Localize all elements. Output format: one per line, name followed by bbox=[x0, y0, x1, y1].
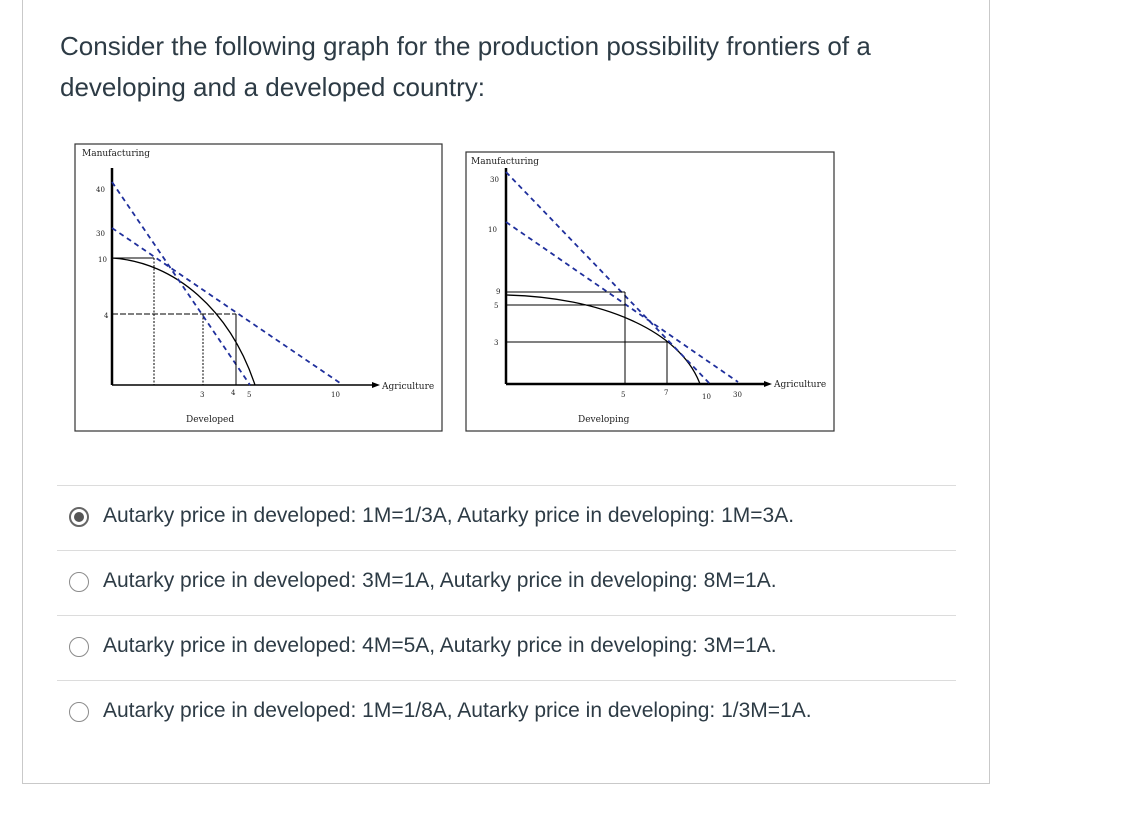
developed-price-line-steep bbox=[111, 181, 251, 386]
developing-ppf-curve bbox=[505, 294, 701, 385]
developing-panel: Manufacturing Agriculture 30 10 9 5 3 5 … bbox=[465, 151, 835, 432]
developed-x-tick: 5 bbox=[247, 391, 251, 399]
developed-y-tick: 4 bbox=[104, 312, 109, 320]
answer-option[interactable]: Autarky price in developed: 1M=1/3A, Aut… bbox=[57, 485, 956, 550]
developed-x-tick: 4 bbox=[231, 389, 236, 397]
developed-x-tick: 10 bbox=[331, 391, 340, 399]
developed-y-tick: 40 bbox=[96, 186, 105, 194]
developing-y-axis-label: Manufacturing bbox=[471, 157, 539, 167]
radio-button[interactable] bbox=[69, 637, 89, 657]
radio-button[interactable] bbox=[69, 702, 89, 722]
answer-option-label: Autarky price in developed: 4M=5A, Autar… bbox=[103, 634, 777, 657]
answer-option[interactable]: Autarky price in developed: 4M=5A, Autar… bbox=[57, 615, 956, 680]
answer-option[interactable]: Autarky price in developed: 1M=1/8A, Aut… bbox=[57, 680, 956, 745]
developing-x-tick: 30 bbox=[733, 391, 742, 399]
answer-options: Autarky price in developed: 1M=1/3A, Aut… bbox=[57, 485, 956, 745]
developing-x-tick: 5 bbox=[621, 391, 625, 399]
developed-x-axis-label: Agriculture bbox=[381, 382, 434, 392]
developing-x-tick: 10 bbox=[702, 393, 711, 401]
developed-y-tick: 10 bbox=[98, 256, 107, 264]
question-text: Consider the following graph for the pro… bbox=[60, 31, 871, 102]
answer-option-label: Autarky price in developed: 1M=1/3A, Aut… bbox=[103, 504, 795, 527]
developed-price-line-flat bbox=[111, 227, 341, 384]
developing-y-tick: 5 bbox=[494, 302, 498, 310]
developing-y-tick: 10 bbox=[488, 226, 497, 234]
developing-x-axis-label: Agriculture bbox=[773, 380, 826, 390]
developed-panel: Manufacturing Agriculture 40 30 10 4 3 4… bbox=[74, 143, 443, 432]
answer-option[interactable]: Autarky price in developed: 3M=1A, Autar… bbox=[57, 550, 956, 615]
developing-y-tick: 9 bbox=[496, 288, 500, 296]
developed-x-tick: 3 bbox=[200, 391, 204, 399]
developing-y-tick: 3 bbox=[494, 339, 498, 347]
radio-button[interactable] bbox=[69, 572, 89, 592]
developed-ppf-curve bbox=[111, 257, 256, 386]
developing-y-tick: 30 bbox=[490, 176, 499, 184]
developed-caption: Developed bbox=[186, 415, 234, 425]
developing-caption: Developing bbox=[578, 415, 630, 425]
answer-option-label: Autarky price in developed: 1M=1/8A, Aut… bbox=[103, 699, 812, 722]
radio-button-selected[interactable] bbox=[69, 507, 89, 527]
developed-y-axis-label: Manufacturing bbox=[82, 149, 150, 159]
developing-x-tick: 7 bbox=[664, 389, 668, 397]
developing-price-line-steep bbox=[505, 171, 711, 385]
developing-price-line-flat bbox=[505, 221, 739, 383]
answer-option-label: Autarky price in developed: 3M=1A, Autar… bbox=[103, 569, 777, 592]
developed-y-tick: 30 bbox=[96, 230, 105, 238]
ppf-figure: Manufacturing Agriculture 40 30 10 4 3 4… bbox=[74, 143, 835, 432]
developed-frame bbox=[74, 143, 443, 432]
